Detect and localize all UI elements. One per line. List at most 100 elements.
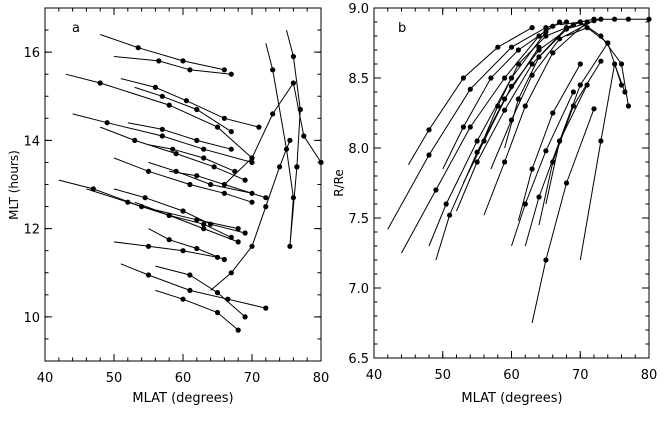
data-point-a-3-3 <box>214 124 221 130</box>
data-point-a-5-2 <box>194 106 200 113</box>
data-point-b-7-3 <box>529 61 535 67</box>
data-point-a-4-4 <box>256 124 262 130</box>
data-point-b-7-1 <box>474 159 480 165</box>
data-point-b-17-1 <box>550 159 556 165</box>
data-point-a-25-1 <box>290 53 296 60</box>
data-point-b-16-3 <box>591 106 597 112</box>
data-point-a-15-3 <box>208 221 214 227</box>
data-point-b-1-1 <box>426 152 432 158</box>
data-point-b-10-3 <box>550 50 556 56</box>
data-point-a-14-4 <box>235 239 241 245</box>
data-point-b-15-3 <box>584 82 590 88</box>
data-point-a-11-3 <box>249 190 255 196</box>
data-point-a-3-1 <box>97 80 103 86</box>
data-point-a-9-1 <box>170 146 176 152</box>
series-line-a-12 <box>169 170 266 199</box>
series-line-a-21 <box>155 289 239 331</box>
data-point-a-23-1 <box>249 155 255 161</box>
x-tick-label-a-3: 70 <box>244 371 261 386</box>
data-point-a-8-3 <box>228 146 234 152</box>
data-point-b-9-2 <box>515 61 522 67</box>
y-tick-label-b-3: 8.0 <box>348 142 369 157</box>
data-point-b-14-2 <box>550 110 556 116</box>
data-point-a-1-3 <box>221 67 227 73</box>
data-point-b-1-5 <box>563 19 570 25</box>
data-point-a-1-2 <box>180 58 186 64</box>
series-line-a-19 <box>120 263 266 309</box>
data-point-a-19-2 <box>187 287 193 293</box>
data-point-b-16-1 <box>543 257 549 263</box>
data-point-a-18-1 <box>166 237 172 243</box>
series-line-b-20 <box>566 27 622 86</box>
series-line-a-18 <box>148 228 225 260</box>
data-point-b-8-4 <box>570 22 577 28</box>
data-point-a-10-3 <box>221 190 227 196</box>
data-point-a-21-3 <box>235 327 241 333</box>
data-point-a-6-3 <box>201 146 207 152</box>
data-point-b-5-2 <box>474 149 480 155</box>
series-line-a-20 <box>155 265 246 318</box>
y-tick-label-b-5: 9.0 <box>348 2 369 17</box>
data-point-b-3-2 <box>460 75 466 81</box>
data-point-a-7-2 <box>173 151 179 157</box>
x-tick-label-b-3: 70 <box>572 368 589 383</box>
panel-letter-b: b <box>398 21 406 36</box>
data-point-b-9-1 <box>495 103 501 109</box>
data-point-b-22-1 <box>591 16 597 22</box>
series-line-a-17 <box>113 241 218 258</box>
x-tick-label-a-1: 50 <box>106 371 123 386</box>
data-point-a-2-3 <box>228 71 234 77</box>
y-tick-label-b-1: 7.0 <box>348 282 369 297</box>
y-tick-label-b-4: 8.5 <box>348 72 369 87</box>
data-point-a-4-2 <box>183 98 189 104</box>
data-point-b-22-3 <box>625 16 632 22</box>
series-line-a-25 <box>286 29 301 167</box>
data-point-b-13-1 <box>522 201 528 207</box>
data-point-b-6-3 <box>515 47 522 53</box>
data-point-b-10-4 <box>584 19 590 25</box>
series-line-a-24 <box>265 43 298 247</box>
data-point-b-12-1 <box>515 96 522 102</box>
data-point-a-4-1 <box>152 84 158 90</box>
data-point-b-20-1 <box>584 25 590 31</box>
data-point-a-21-2 <box>214 309 221 316</box>
y-axis-label-a: MLT (hours) <box>7 150 21 220</box>
data-point-a-18-3 <box>221 256 227 263</box>
y-tick-label-a-2: 14 <box>23 134 40 149</box>
data-point-a-13-1 <box>90 186 96 192</box>
data-point-b-14-1 <box>529 166 535 172</box>
y-tick-label-a-0: 10 <box>23 311 40 326</box>
series-line-b-21 <box>579 62 626 261</box>
data-point-a-23-2 <box>270 111 276 117</box>
plot-frame-b <box>373 7 650 359</box>
data-point-a-9-2 <box>201 155 207 161</box>
data-point-b-13-3 <box>570 89 577 95</box>
data-point-b-19-4 <box>625 103 632 109</box>
data-point-a-22-3 <box>263 204 269 210</box>
data-point-b-4-4 <box>543 29 549 35</box>
data-point-b-19-3 <box>618 61 625 67</box>
data-point-a-12-1 <box>194 173 200 179</box>
data-point-b-20-2 <box>605 40 611 46</box>
data-point-a-20-2 <box>214 290 221 296</box>
series-line-a-9 <box>148 144 235 172</box>
data-point-a-12-2 <box>221 181 227 188</box>
data-point-a-23-4 <box>301 133 307 139</box>
data-point-b-18-2 <box>577 82 583 88</box>
data-point-a-20-3 <box>242 314 248 320</box>
data-point-b-17-2 <box>570 103 577 109</box>
data-point-a-24-2 <box>283 146 290 152</box>
data-point-a-14-3 <box>201 226 207 232</box>
series-line-b-16 <box>531 108 595 324</box>
y-axis-label-b: R/Re <box>332 169 346 197</box>
x-tick-label-b-2: 60 <box>503 368 520 383</box>
series-line-a-10 <box>113 157 253 203</box>
series-points-a <box>90 45 324 333</box>
data-point-a-24-3 <box>290 195 296 201</box>
data-point-a-22-1 <box>228 270 234 276</box>
x-tick-label-b-1: 50 <box>434 368 451 383</box>
data-point-a-5-1 <box>159 93 165 99</box>
series-line-a-11 <box>148 161 253 194</box>
data-point-a-3-2 <box>166 102 172 108</box>
